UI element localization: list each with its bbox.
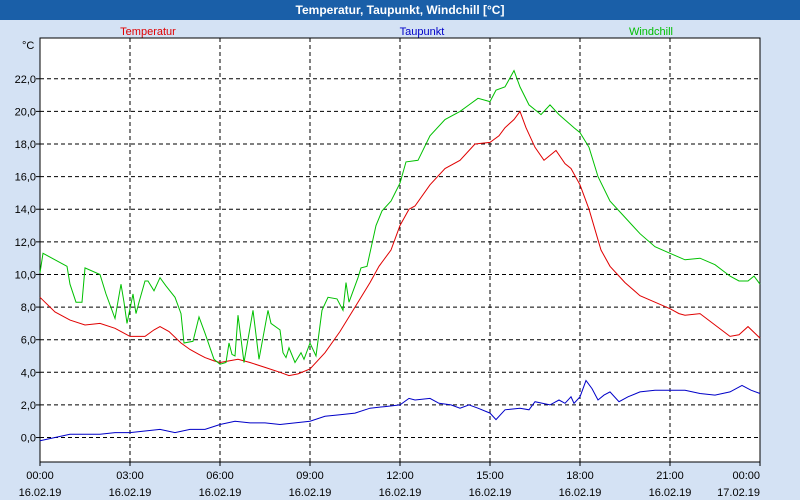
legend: Temperatur Taupunkt Windchill bbox=[120, 26, 673, 38]
x-tick-time-label: 03:00 bbox=[116, 470, 144, 482]
y-tick-label: 0,0 bbox=[21, 433, 36, 445]
x-tick-time-label: 06:00 bbox=[206, 470, 234, 482]
legend-item-temperatur: Temperatur bbox=[120, 26, 176, 38]
y-tick-label: 12,0 bbox=[15, 237, 36, 249]
x-tick-date-label: 16.02.19 bbox=[649, 487, 692, 499]
y-tick-label: 2,0 bbox=[21, 400, 36, 412]
legend-item-taupunkt: Taupunkt bbox=[400, 26, 445, 38]
x-tick-time-label: 15:00 bbox=[476, 470, 504, 482]
x-tick-time-label: 00:00 bbox=[26, 470, 54, 482]
x-tick-date-label: 16.02.19 bbox=[559, 487, 602, 499]
y-tick-label: 10,0 bbox=[15, 269, 36, 281]
x-axis-ticks: 00:00 16.02.19 03:00 16.02.19 06:00 16.02.19 0… bbox=[19, 462, 761, 499]
y-tick-label: 18,0 bbox=[15, 139, 36, 151]
series-lines bbox=[39, 69, 761, 442]
y-tick-label: 4,0 bbox=[21, 367, 36, 379]
y-tick-label: 8,0 bbox=[21, 302, 36, 314]
x-tick-date-label: 16.02.19 bbox=[469, 487, 512, 499]
x-tick-time-label: 18:00 bbox=[566, 470, 594, 482]
y-tick-label: 20,0 bbox=[15, 106, 36, 118]
x-tick-time-label: 12:00 bbox=[386, 470, 414, 482]
x-tick-date-label: 16.02.19 bbox=[199, 487, 242, 499]
legend-item-windchill: Windchill bbox=[629, 26, 673, 38]
series-line-taupunkt bbox=[39, 379, 761, 442]
x-tick-date-label: 16.02.19 bbox=[19, 487, 62, 499]
x-tick-time-label: 09:00 bbox=[296, 470, 324, 482]
y-axis-unit-label: °C bbox=[22, 40, 34, 52]
x-tick-date-label: 17.02.19 bbox=[717, 487, 760, 499]
x-tick-date-label: 16.02.19 bbox=[289, 487, 332, 499]
x-tick-time-label: 21:00 bbox=[656, 470, 684, 482]
x-tick-date-label: 16.02.19 bbox=[379, 487, 422, 499]
grid bbox=[40, 38, 760, 462]
series-line-windchill bbox=[39, 69, 761, 365]
y-tick-label: 6,0 bbox=[21, 335, 36, 347]
chart-title: Temperatur, Taupunkt, Windchill [°C] bbox=[0, 0, 800, 20]
x-tick-date-label: 16.02.19 bbox=[109, 487, 152, 499]
y-tick-label: 16,0 bbox=[15, 172, 36, 184]
y-tick-label: 22,0 bbox=[15, 74, 36, 86]
y-axis-ticks: 0,0 2,0 4,0 6,0 8,0 10,0 12,0 14,0 16,0 18,0 20,0 2… bbox=[15, 74, 40, 445]
y-tick-label: 14,0 bbox=[15, 204, 36, 216]
x-tick-time-label: 00:00 bbox=[732, 470, 760, 482]
series-line-temperatur bbox=[39, 110, 761, 377]
